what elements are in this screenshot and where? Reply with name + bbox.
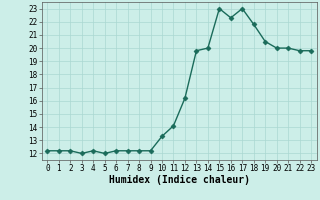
X-axis label: Humidex (Indice chaleur): Humidex (Indice chaleur): [109, 175, 250, 185]
